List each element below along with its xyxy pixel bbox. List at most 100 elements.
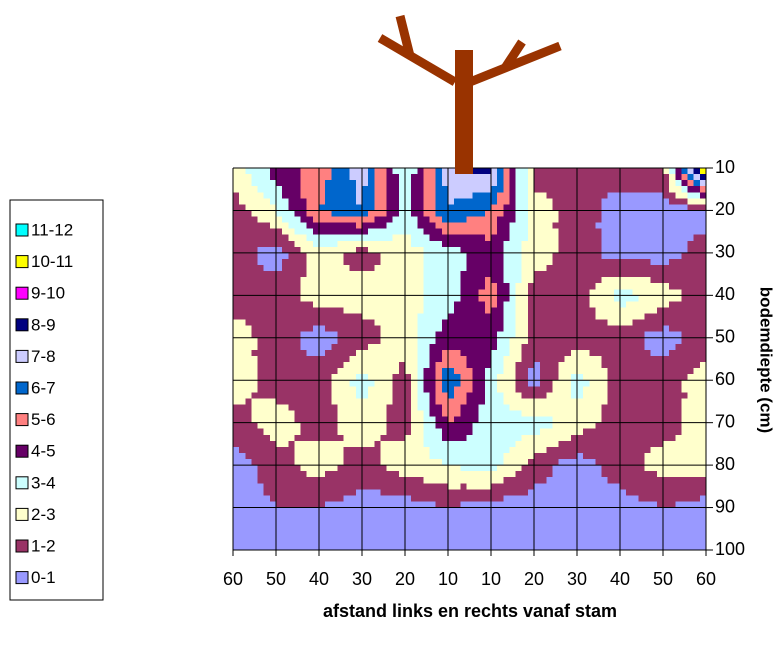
- contour-cell: [337, 265, 344, 272]
- contour-cell: [626, 429, 633, 436]
- contour-cell: [319, 253, 326, 260]
- contour-cell: [436, 180, 443, 187]
- contour-cell: [423, 532, 430, 539]
- contour-cell: [264, 344, 271, 351]
- contour-cell: [423, 495, 430, 502]
- contour-cell: [423, 465, 430, 472]
- contour-cell: [663, 168, 670, 175]
- contour-cell: [663, 435, 670, 442]
- contour-cell: [380, 271, 387, 278]
- contour-cell: [540, 489, 547, 496]
- contour-cell: [430, 538, 437, 545]
- contour-cell: [675, 223, 682, 230]
- contour-cell: [282, 465, 289, 472]
- contour-cell: [380, 338, 387, 345]
- contour-cell: [301, 489, 308, 496]
- contour-cell: [516, 326, 523, 333]
- contour-cell: [430, 483, 437, 490]
- contour-cell: [337, 447, 344, 454]
- contour-cell: [608, 520, 615, 527]
- contour-cell: [602, 223, 609, 230]
- contour-cell: [393, 168, 400, 175]
- contour-cell: [301, 465, 308, 472]
- contour-cell: [362, 350, 369, 357]
- contour-cell: [669, 168, 676, 175]
- contour-cell: [233, 235, 240, 242]
- contour-cell: [331, 210, 338, 217]
- contour-cell: [626, 453, 633, 460]
- contour-cell: [565, 368, 572, 375]
- contour-cell: [552, 338, 559, 345]
- contour-cell: [509, 508, 516, 515]
- contour-cell: [534, 404, 541, 411]
- contour-cell: [423, 265, 430, 272]
- contour-cell: [608, 223, 615, 230]
- contour-cell: [331, 217, 338, 224]
- contour-cell: [319, 411, 326, 418]
- contour-cell: [307, 350, 314, 357]
- contour-cell: [417, 368, 424, 375]
- contour-cell: [245, 477, 252, 484]
- contour-cell: [577, 392, 584, 399]
- contour-cell: [559, 471, 566, 478]
- contour-cell: [497, 338, 504, 345]
- contour-cell: [233, 174, 240, 181]
- contour-cell: [595, 380, 602, 387]
- contour-cell: [473, 180, 480, 187]
- contour-cell: [681, 320, 688, 327]
- contour-cell: [251, 447, 258, 454]
- contour-cell: [436, 223, 443, 230]
- contour-cell: [233, 362, 240, 369]
- x-tick-label: 60: [223, 569, 243, 589]
- contour-cell: [694, 526, 701, 533]
- contour-cell: [368, 235, 375, 242]
- contour-cell: [651, 320, 658, 327]
- contour-cell: [387, 447, 394, 454]
- contour-cell: [602, 210, 609, 217]
- contour-cell: [417, 489, 424, 496]
- contour-cell: [632, 465, 639, 472]
- contour-cell: [632, 301, 639, 308]
- contour-cell: [344, 307, 351, 314]
- contour-cell: [411, 465, 418, 472]
- contour-cell: [663, 174, 670, 181]
- contour-cell: [546, 283, 553, 290]
- contour-cell: [497, 441, 504, 448]
- contour-cell: [688, 198, 695, 205]
- contour-cell: [374, 295, 381, 302]
- contour-cell: [583, 271, 590, 278]
- contour-cell: [552, 271, 559, 278]
- contour-cell: [688, 210, 695, 217]
- contour-cell: [393, 235, 400, 242]
- contour-cell: [663, 210, 670, 217]
- contour-cell: [473, 508, 480, 515]
- contour-cell: [546, 532, 553, 539]
- contour-cell: [319, 404, 326, 411]
- contour-cell: [374, 241, 381, 248]
- contour-cell: [491, 210, 498, 217]
- contour-cell: [294, 435, 301, 442]
- contour-cell: [620, 192, 627, 199]
- contour-cell: [430, 241, 437, 248]
- contour-cell: [595, 350, 602, 357]
- contour-cell: [233, 423, 240, 430]
- contour-cell: [479, 447, 486, 454]
- contour-cell: [325, 271, 332, 278]
- contour-cell: [417, 253, 424, 260]
- contour-cell: [245, 411, 252, 418]
- contour-cell: [436, 447, 443, 454]
- contour-cell: [552, 477, 559, 484]
- contour-cell: [546, 217, 553, 224]
- contour-cell: [509, 338, 516, 345]
- contour-cell: [233, 259, 240, 266]
- contour-cell: [350, 265, 357, 272]
- contour-cell: [301, 538, 308, 545]
- contour-cell: [423, 411, 430, 418]
- contour-cell: [675, 356, 682, 363]
- contour-cell: [325, 314, 332, 321]
- contour-cell: [552, 526, 559, 533]
- contour-cell: [264, 217, 271, 224]
- contour-cell: [405, 223, 412, 230]
- contour-cell: [546, 192, 553, 199]
- contour-cell: [319, 441, 326, 448]
